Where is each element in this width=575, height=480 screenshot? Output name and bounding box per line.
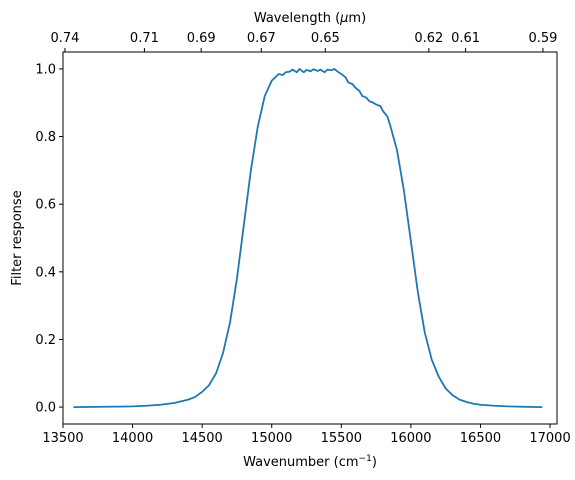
plot-frame [62, 51, 558, 425]
secondary-x-axis-label: Wavelength (μm) [254, 11, 366, 26]
y-tick-label: 0.6 [35, 198, 56, 213]
x-tick-label: 15000 [251, 431, 292, 446]
plot-background [63, 52, 557, 424]
x-tick-label: 15500 [321, 431, 362, 446]
secondary-x-tick-label: 0.65 [311, 31, 340, 46]
series-line [73, 68, 543, 408]
secondary-x-tick-label: 0.59 [528, 31, 557, 46]
ticks-layer: 13500 14000 14500 15000 15500 16000 16500 17000… [35, 31, 570, 446]
y-tick-label: 0.4 [35, 265, 56, 280]
x-axis-label: Wavenumber (cm−1) [243, 454, 377, 470]
x-tick-label: 14000 [112, 431, 153, 446]
secondary-x-tick-label: 0.74 [50, 31, 79, 46]
x-tick-label: 16500 [460, 431, 501, 446]
secondary-x-tick-label: 0.62 [414, 31, 443, 46]
x-tick-label: 17000 [529, 431, 570, 446]
x-tick-label: 13500 [42, 431, 83, 446]
secondary-x-tick-label: 0.69 [187, 31, 216, 46]
y-axis-label: Filter response [10, 190, 25, 285]
y-tick-label: 1.0 [35, 62, 56, 77]
y-tick-label: 0.0 [35, 401, 56, 416]
secondary-x-tick-label: 0.71 [130, 31, 159, 46]
y-tick-label: 0.8 [35, 130, 56, 145]
y-tick-label: 0.2 [35, 333, 56, 348]
secondary-x-tick-label: 0.67 [247, 31, 276, 46]
x-tick-label: 16000 [390, 431, 431, 446]
series-layer [73, 68, 543, 408]
secondary-x-tick-label: 0.61 [451, 31, 480, 46]
x-tick-label: 14500 [181, 431, 222, 446]
